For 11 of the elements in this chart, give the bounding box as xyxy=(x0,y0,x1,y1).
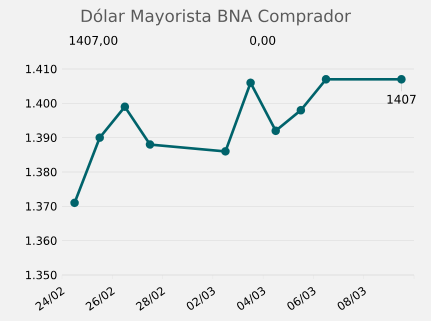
y-tick-label: 1.350 xyxy=(26,270,57,280)
y-tick-label: 1.410 xyxy=(26,64,57,74)
y-tick-label: 1.390 xyxy=(26,133,57,142)
y-tick-label: 1.380 xyxy=(26,168,57,176)
text: 1407,00 xyxy=(70,36,118,46)
text: 0,00 xyxy=(250,36,276,46)
annotation: 1407 xyxy=(387,94,416,104)
y-tick-label: 1.370 xyxy=(26,202,57,211)
y-tick-label: 1.360 xyxy=(26,236,57,245)
y-tick-label: 1.400 xyxy=(26,99,57,108)
chart-title: Dólar Mayorista BNA Comprador xyxy=(82,8,351,26)
